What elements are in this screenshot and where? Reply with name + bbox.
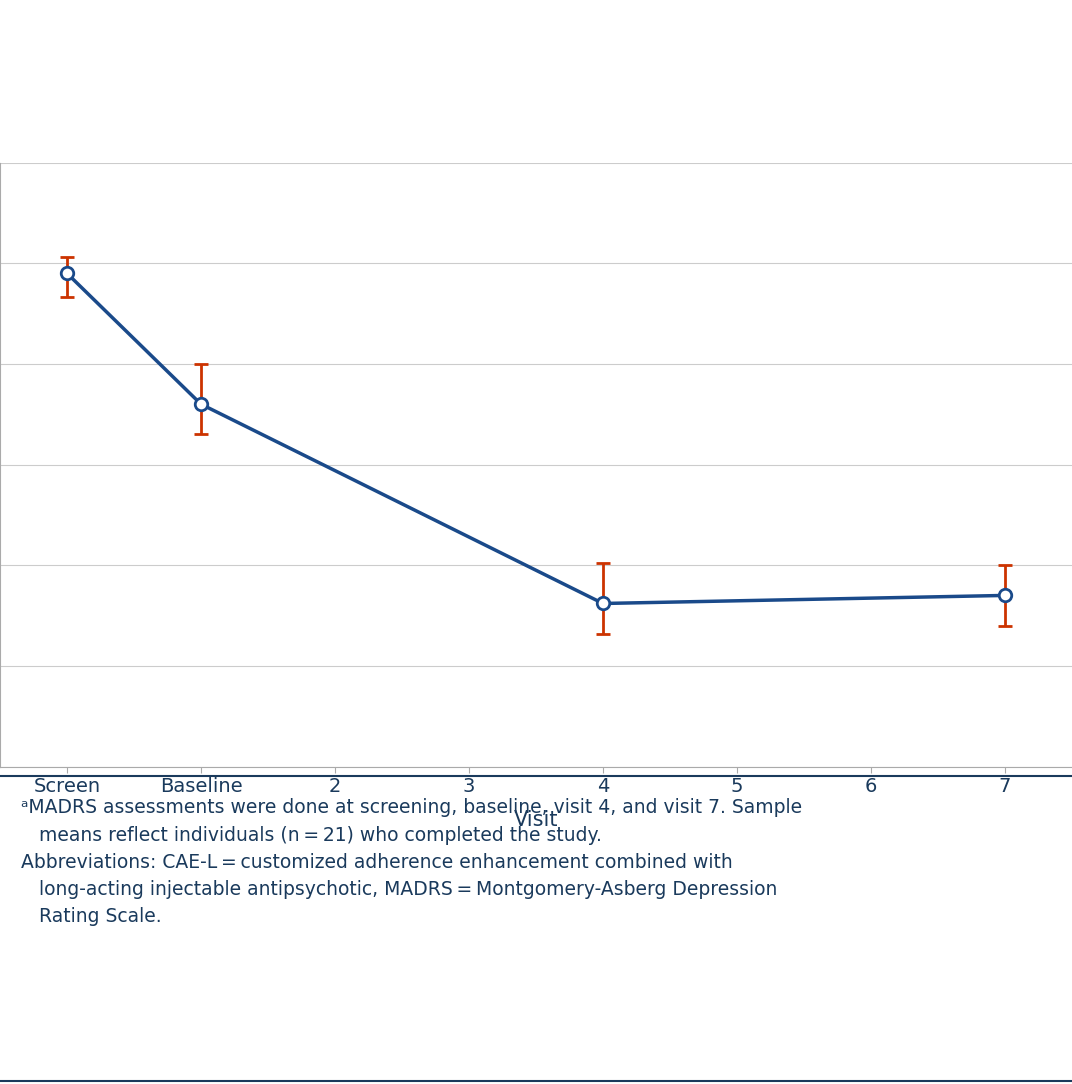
X-axis label: Visit: Visit bbox=[513, 810, 559, 830]
Text: Figure 2. Change in Mean Total MADRS Scores Among Poorly
Adherent Individuals Wi: Figure 2. Change in Mean Total MADRS Sco… bbox=[27, 42, 980, 104]
Text: ᵃMADRS assessments were done at screening, baseline, visit 4, and visit 7. Sampl: ᵃMADRS assessments were done at screenin… bbox=[21, 798, 803, 927]
Text: a: a bbox=[1025, 103, 1036, 121]
